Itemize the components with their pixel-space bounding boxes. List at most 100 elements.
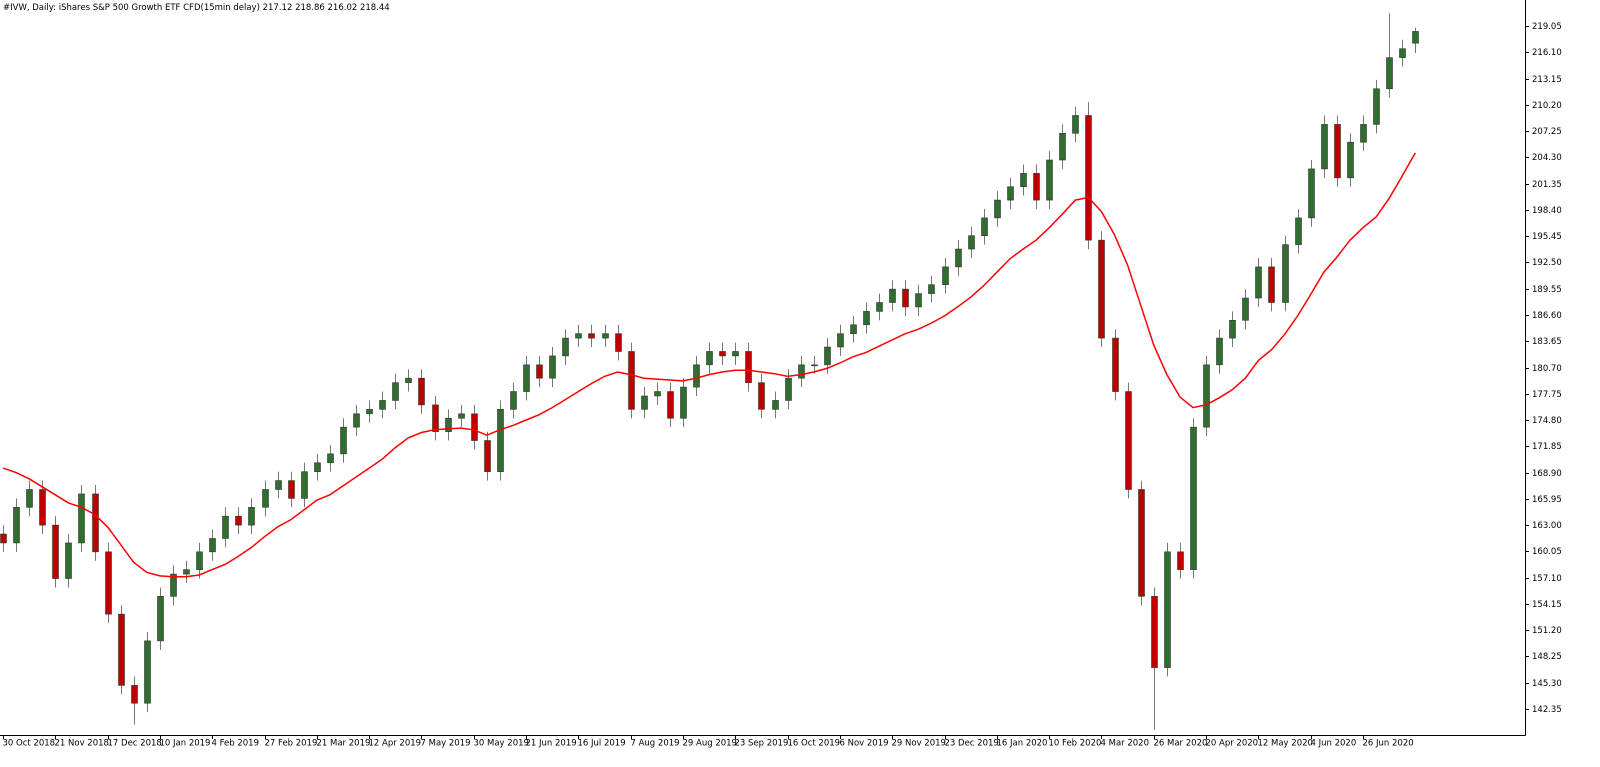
candle-body xyxy=(758,382,765,410)
candle-body xyxy=(1334,124,1341,179)
candle-body xyxy=(471,413,478,441)
candle-body xyxy=(1138,489,1145,597)
candle-body xyxy=(1347,141,1354,179)
chart-header: #IVW, Daily: iShares S&P 500 Growth ETF … xyxy=(3,3,390,13)
y-tick-label: 142.35 xyxy=(1532,705,1562,715)
x-tick-label: 17 Dec 2018 xyxy=(108,739,162,749)
candle-body xyxy=(1125,391,1132,490)
candle-body xyxy=(170,573,177,597)
candle-body xyxy=(105,551,112,615)
candle-body xyxy=(1321,124,1328,170)
y-tick-label: 171.85 xyxy=(1532,442,1562,452)
y-tick-label: 163.00 xyxy=(1532,521,1562,531)
x-tick-label: 29 Nov 2019 xyxy=(892,739,946,749)
y-tick-label: 195.45 xyxy=(1532,232,1562,242)
moving-average-line xyxy=(2,152,1416,578)
candle-body xyxy=(706,351,713,366)
candle-body xyxy=(366,409,373,415)
candle-body xyxy=(432,404,439,432)
candle-body xyxy=(209,538,216,553)
y-tick-label: 174.80 xyxy=(1532,416,1562,426)
last-high: 218.86 xyxy=(295,3,325,13)
candle-body xyxy=(65,542,72,579)
y-tick-label: 168.90 xyxy=(1532,469,1562,479)
candle-body xyxy=(562,337,569,357)
candle-body xyxy=(615,333,622,352)
candle-body xyxy=(1046,159,1053,201)
candle-body xyxy=(1072,115,1079,134)
candle-body xyxy=(1007,186,1014,201)
y-tick-label: 157.10 xyxy=(1532,574,1562,584)
y-tick-label: 204.30 xyxy=(1532,153,1562,163)
x-tick-label: 27 Feb 2019 xyxy=(265,739,318,749)
candle-body xyxy=(575,333,582,339)
x-tick-label: 16 Jan 2020 xyxy=(997,739,1048,749)
y-tick-label: 207.25 xyxy=(1532,127,1562,137)
candle-body xyxy=(405,377,412,383)
candle-body xyxy=(183,569,190,575)
candle-body xyxy=(13,507,20,544)
candle-body xyxy=(275,480,282,490)
candle-body xyxy=(1216,337,1223,366)
x-tick-label: 12 Apr 2019 xyxy=(369,739,422,749)
candle-body xyxy=(1282,244,1289,303)
candle-body xyxy=(445,417,452,432)
candle-body xyxy=(1308,168,1315,219)
candle-body xyxy=(497,409,504,472)
chart-title: #IVW, Daily: iShares S&P 500 Growth ETF … xyxy=(3,3,260,13)
y-tick-label: 198.40 xyxy=(1532,206,1562,216)
candle-body xyxy=(118,613,125,686)
x-tick-label: 20 Apr 2020 xyxy=(1206,739,1259,749)
y-tick-label: 201.35 xyxy=(1532,180,1562,190)
candle-body xyxy=(772,400,779,410)
candle-body xyxy=(523,364,530,392)
candle-body xyxy=(654,391,661,397)
y-tick-label: 216.10 xyxy=(1532,48,1562,58)
candle-body xyxy=(1151,596,1158,668)
candle-body xyxy=(667,391,674,419)
candle-body xyxy=(353,413,360,428)
candle-body xyxy=(641,395,648,410)
candle-body xyxy=(52,524,59,579)
candle-body xyxy=(78,493,85,544)
candle-body xyxy=(693,364,700,388)
y-tick-label: 213.15 xyxy=(1532,75,1562,85)
candle-body xyxy=(1177,551,1184,570)
candle-body xyxy=(824,346,831,366)
y-tick-label: 151.20 xyxy=(1532,626,1562,636)
candle-body xyxy=(1268,266,1275,303)
x-tick-label: 16 Oct 2019 xyxy=(788,739,841,749)
last-open: 217.12 xyxy=(263,3,293,13)
candle-body xyxy=(955,248,962,268)
last-close: 218.44 xyxy=(360,3,390,13)
candle-body xyxy=(340,426,347,455)
candle-body xyxy=(850,324,857,334)
x-tick-label: 30 Oct 2018 xyxy=(3,739,56,749)
candle-body xyxy=(1164,551,1171,668)
candle-body xyxy=(994,199,1001,219)
candle-body xyxy=(392,382,399,401)
candle-body xyxy=(288,480,295,499)
x-tick-label: 10 Jan 2019 xyxy=(160,739,211,749)
candle-body xyxy=(1412,31,1419,44)
candle-body xyxy=(719,351,726,357)
candle-body xyxy=(144,640,151,704)
candle-body xyxy=(1373,88,1380,125)
candle-body xyxy=(837,333,844,348)
y-tick-label: 192.50 xyxy=(1532,258,1562,268)
candle-body xyxy=(1059,133,1066,161)
x-tick-label: 26 Jun 2020 xyxy=(1363,739,1414,749)
y-tick-label: 210.20 xyxy=(1532,101,1562,111)
candle-body xyxy=(458,413,465,419)
candle-body xyxy=(222,515,229,539)
candle-body xyxy=(1098,239,1105,339)
candle-body xyxy=(928,284,935,294)
candle-body xyxy=(484,440,491,472)
candle-body xyxy=(1295,217,1302,245)
candle-body xyxy=(92,493,99,553)
candle-body xyxy=(39,489,46,526)
x-tick-label: 4 Feb 2019 xyxy=(212,739,260,749)
candle-body xyxy=(510,391,517,410)
candle-body xyxy=(889,288,896,303)
